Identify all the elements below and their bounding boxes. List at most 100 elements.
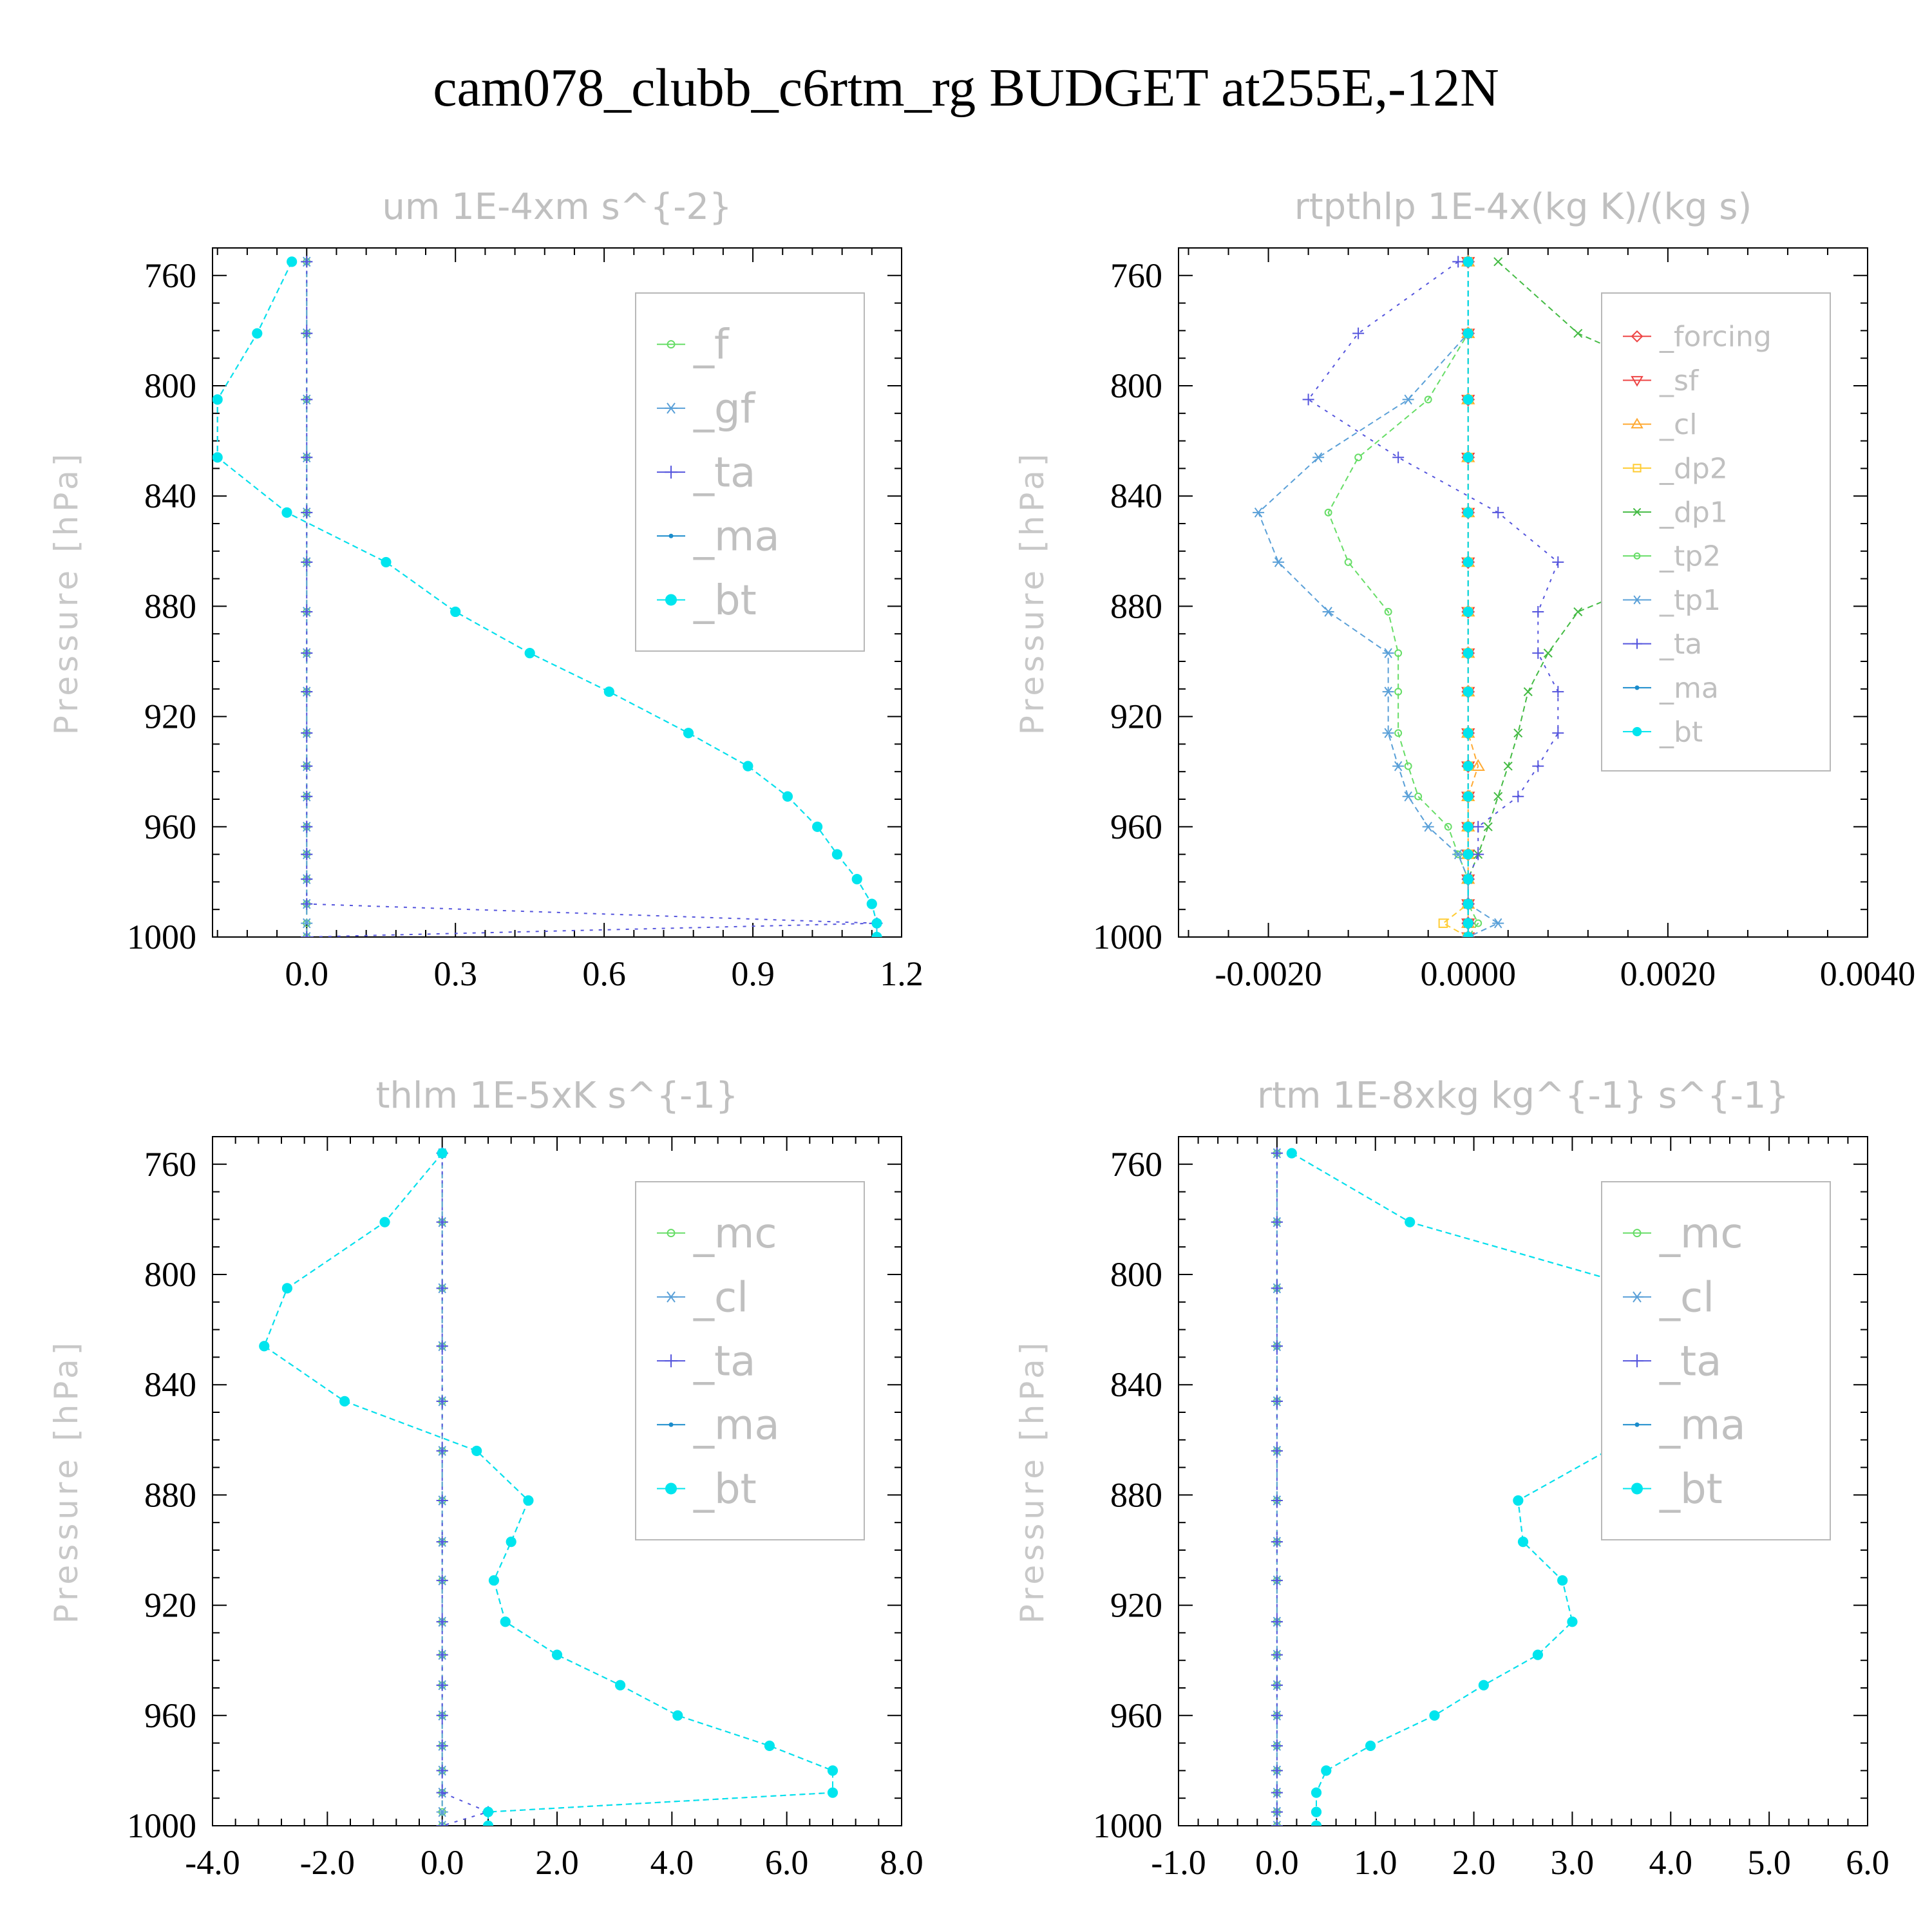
series-bt	[1463, 256, 1473, 937]
data-point	[1492, 918, 1504, 929]
data-point	[523, 1495, 534, 1506]
data-point	[1463, 686, 1473, 697]
y-tick-label: 960	[144, 808, 196, 846]
data-point	[436, 1786, 448, 1799]
plot-frame	[1178, 247, 1868, 938]
data-point	[1444, 822, 1452, 831]
legend-entry-ta: _ta	[693, 1338, 755, 1385]
data-point	[1271, 1820, 1283, 1826]
data-point	[1552, 727, 1564, 739]
panel-title: thlm 1E-5xK s^{-1}	[375, 1075, 738, 1117]
data-point	[871, 931, 882, 937]
legend-marker	[1631, 1354, 1643, 1368]
data-point	[764, 1740, 775, 1751]
data-point	[1463, 728, 1473, 739]
data-point	[1404, 762, 1412, 770]
data-point	[1573, 607, 1583, 616]
data-point	[301, 256, 313, 268]
legend-entry-bt: _bt	[1659, 1466, 1723, 1513]
data-point	[1382, 648, 1394, 658]
y-tick-label: 1000	[1093, 1806, 1162, 1845]
data-point	[551, 1649, 563, 1660]
data-point	[301, 647, 313, 659]
data-point	[1472, 848, 1484, 860]
data-point	[1322, 607, 1334, 617]
legend-entry-sf: _sf	[1659, 365, 1700, 397]
data-point	[1271, 1216, 1283, 1228]
data-point	[683, 728, 694, 739]
data-point	[1344, 558, 1352, 566]
legend-entry-bt: _bt	[693, 577, 757, 625]
data-point	[827, 1787, 838, 1798]
data-point	[524, 648, 535, 659]
data-point	[436, 1395, 448, 1407]
data-point	[1312, 452, 1325, 463]
data-point	[1271, 1679, 1283, 1691]
panel-title: rtm 1E-8xkg kg^{-1} s^{-1}	[1257, 1075, 1789, 1117]
data-point	[436, 1216, 448, 1228]
data-point	[1271, 1340, 1283, 1352]
data-point	[1463, 874, 1473, 885]
data-point	[1271, 1444, 1283, 1457]
data-point	[1392, 761, 1405, 772]
data-point	[1424, 395, 1432, 404]
data-point	[1552, 556, 1564, 568]
data-point	[1438, 918, 1448, 928]
series-cl	[1461, 254, 1485, 937]
x-tick-label: 0.0	[1255, 1843, 1299, 1882]
legend-marker	[1632, 726, 1642, 737]
y-tick-label: 760	[144, 1145, 196, 1184]
data-point	[1532, 760, 1544, 772]
data-point	[301, 918, 313, 929]
series-tp1	[1253, 256, 1504, 937]
data-point	[436, 1765, 448, 1777]
data-point	[1463, 821, 1473, 832]
data-point	[281, 507, 292, 518]
data-point	[339, 1396, 350, 1406]
data-point	[1302, 393, 1314, 406]
y-tick-label: 960	[144, 1696, 196, 1735]
data-point	[1463, 761, 1473, 772]
y-tick-label: 760	[1110, 1145, 1162, 1184]
data-point	[1273, 557, 1285, 567]
legend-marker	[1631, 417, 1643, 429]
data-point	[1271, 1395, 1283, 1407]
data-point	[436, 1444, 448, 1457]
data-point	[301, 393, 313, 406]
panel-thlm: thlm 1E-5xK s^{-1} Pressure [hPa] -4.0 -2.0…	[48, 1075, 923, 1882]
data-point	[1532, 647, 1544, 659]
y-tick-label: 920	[1110, 1586, 1162, 1625]
panel-rtm: rtm 1E-8xkg kg^{-1} s^{-1} Pressure [hPa]…	[1014, 1075, 1889, 1882]
data-point	[301, 760, 313, 772]
data-point	[436, 1494, 448, 1506]
series-tp2	[1324, 258, 1482, 937]
data-point	[1352, 327, 1365, 339]
legend-entry-bt: _bt	[1659, 715, 1703, 748]
data-point	[1271, 1282, 1283, 1294]
data-point	[482, 1806, 494, 1817]
data-point	[1512, 790, 1524, 802]
data-point	[1271, 1821, 1283, 1826]
x-tick-label: 0.6	[582, 954, 626, 993]
data-point	[1271, 1649, 1283, 1661]
data-point	[436, 1616, 448, 1628]
legend-entry-tp2: _tp2	[1659, 540, 1721, 573]
series-line	[1307, 261, 1559, 937]
legend-marker	[668, 1422, 674, 1427]
x-tick-label: 0.0	[285, 954, 329, 993]
data-point	[500, 1616, 511, 1627]
legend-entry-dp2: _dp2	[1659, 452, 1728, 485]
x-tick-label: 0.9	[731, 954, 775, 993]
legend-entry-cl: _cl	[693, 1274, 748, 1321]
legend-entry-cl: _cl	[1659, 408, 1697, 441]
data-point	[436, 1821, 448, 1826]
data-point	[482, 1820, 494, 1826]
x-tick-label: 2.0	[535, 1843, 579, 1882]
legend: _mc _cl _ta _ma _bt	[1601, 1181, 1831, 1540]
data-point	[1321, 1765, 1332, 1776]
y-tick-label: 1000	[1093, 918, 1162, 956]
data-point	[1414, 792, 1423, 800]
data-point	[471, 1445, 482, 1457]
y-tick-label: 760	[144, 256, 196, 295]
data-point	[812, 821, 823, 832]
